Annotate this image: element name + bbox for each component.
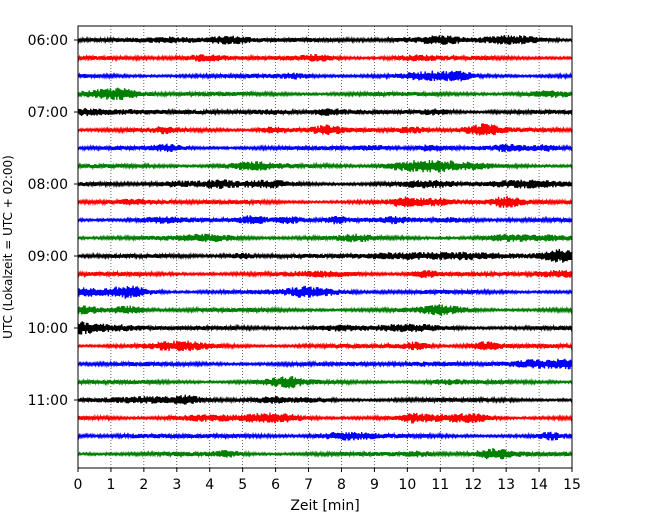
trace-0930 — [77, 285, 573, 299]
y-tick-label: 09:00 — [28, 249, 68, 265]
x-tick-label: 3 — [172, 477, 181, 493]
y-tick-label: 08:00 — [28, 177, 68, 193]
trace-0915 — [77, 269, 573, 279]
trace-0615 — [77, 53, 573, 63]
y-tick-label: 11:00 — [28, 393, 68, 409]
trace-0730 — [77, 143, 573, 153]
y-tick-label: 06:00 — [28, 33, 68, 49]
trace-1130 — [77, 431, 573, 441]
trace-0715 — [77, 123, 573, 136]
x-tick-label: 4 — [205, 477, 214, 493]
x-tick-label: 6 — [271, 477, 280, 493]
x-tick-label: 14 — [530, 477, 548, 493]
trace-1015 — [77, 340, 573, 352]
trace-0800 — [77, 179, 573, 189]
x-tick-label: 7 — [304, 477, 313, 493]
trace-1100 — [77, 394, 573, 405]
trace-0900 — [77, 248, 573, 263]
x-tick-label: 0 — [74, 477, 83, 493]
trace-0630 — [77, 70, 573, 82]
x-tick-label: 2 — [139, 477, 148, 493]
trace-1000 — [77, 321, 573, 335]
y-axis-ticks: 06:00 07:00 08:00 09:00 10:00 11:00 — [28, 33, 78, 409]
y-tick-label: 10:00 — [28, 321, 68, 337]
y-axis-label: UTC (Lokalzeit = UTC + 02:00) — [1, 155, 15, 339]
x-tick-label: 13 — [497, 477, 515, 493]
trace-0645 — [77, 87, 573, 101]
trace-0845 — [77, 233, 573, 243]
trace-0700 — [77, 107, 573, 117]
x-tick-label: 8 — [337, 477, 346, 493]
trace-1115 — [77, 412, 573, 424]
x-axis-label: Zeit [min] — [290, 498, 359, 514]
trace-0745 — [77, 159, 573, 173]
x-tick-label: 10 — [398, 477, 416, 493]
x-tick-label: 5 — [238, 477, 247, 493]
y-tick-label: 07:00 — [28, 105, 68, 121]
x-axis-ticks: 0 1 2 3 4 5 6 7 8 9 10 11 12 13 14 15 — [74, 468, 581, 493]
trace-1145 — [77, 448, 573, 460]
plot-frame — [77, 25, 573, 469]
x-tick-label: 11 — [431, 477, 449, 493]
trace-1030 — [77, 358, 573, 370]
trace-0600 — [77, 35, 573, 45]
trace-0830 — [77, 215, 573, 225]
x-tick-label: 1 — [106, 477, 115, 493]
trace-1045 — [77, 376, 573, 389]
seismic-traces — [77, 35, 573, 460]
x-tick-label: 9 — [370, 477, 379, 493]
trace-0815 — [77, 195, 573, 208]
trace-0945 — [77, 304, 573, 317]
x-tick-label: 15 — [563, 477, 581, 493]
x-tick-label: 12 — [464, 477, 482, 493]
